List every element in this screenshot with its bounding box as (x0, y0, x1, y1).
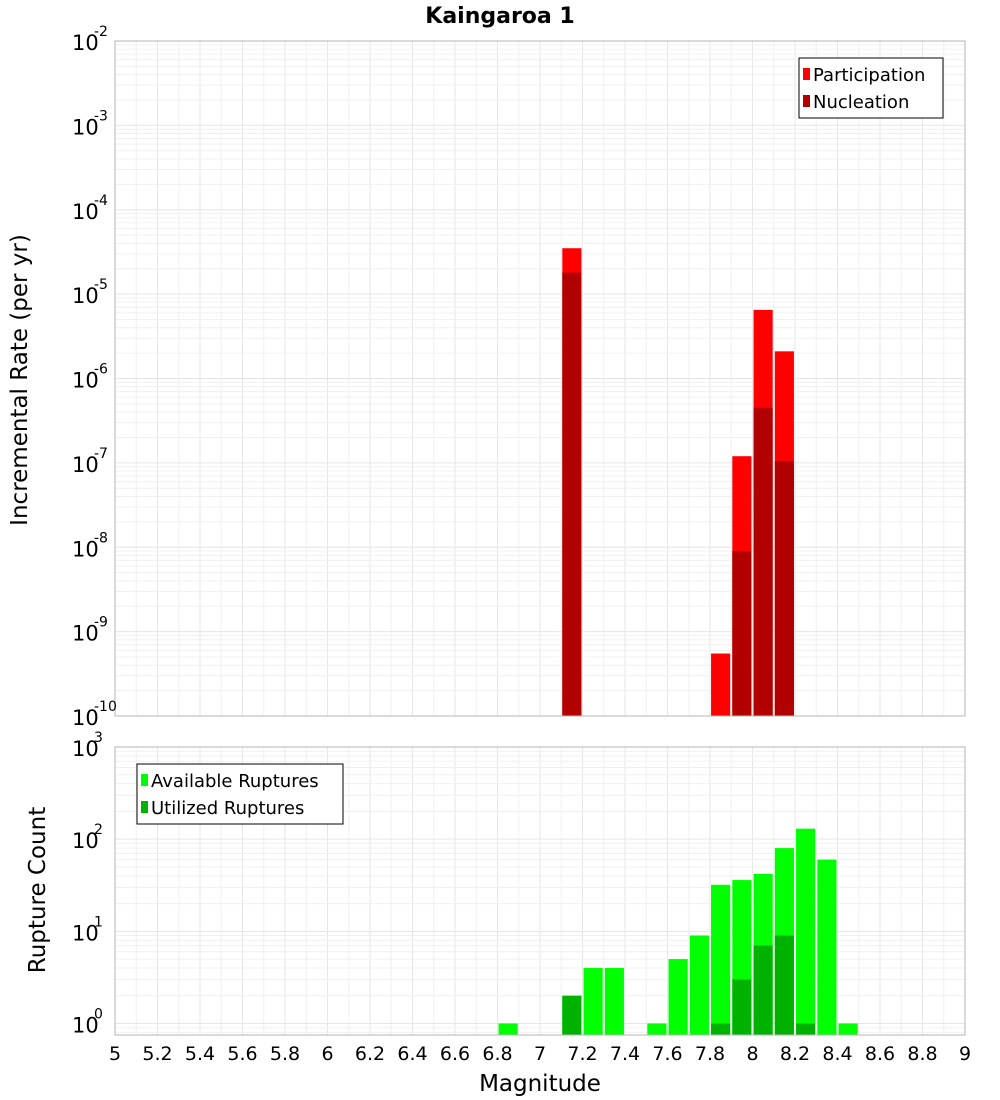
rate-y-tick-exponent: -4 (94, 193, 108, 209)
rate-y-tick-label: 10 (72, 200, 99, 224)
x-tick-label: 8.6 (865, 1043, 895, 1065)
x-tick-label: 5.2 (142, 1043, 172, 1065)
count-bar-series1 (668, 959, 688, 1035)
rate-y-tick-exponent: -2 (94, 24, 108, 40)
count-y-tick-exponent: 1 (94, 914, 103, 930)
count-plot-frame (114, 746, 966, 1036)
count-legend-label: Utilized Ruptures (151, 798, 304, 819)
count-bar-series2 (774, 935, 794, 1035)
x-tick-label: 5.4 (185, 1043, 215, 1065)
count-bar-series2 (753, 945, 773, 1035)
count-y-tick-label: 10 (72, 1013, 99, 1037)
x-tick-label: 5.8 (270, 1043, 300, 1065)
x-tick-label: 7.4 (610, 1043, 640, 1065)
x-tick-label: 6.4 (397, 1043, 427, 1065)
x-tick-label: 7.2 (567, 1043, 597, 1065)
count-bar-series1 (838, 1023, 858, 1035)
x-tick-label: 5 (109, 1043, 121, 1065)
x-tick-label: 8.4 (822, 1043, 852, 1065)
y-axis-title-count: Rupture Count (25, 807, 51, 973)
count-legend (136, 763, 344, 825)
rate-bar-series2 (732, 551, 752, 716)
rate-legend (798, 57, 944, 119)
count-bar-series2 (562, 995, 582, 1035)
rate-y-tick-label: 10 (72, 115, 99, 139)
rate-legend-swatch (803, 68, 810, 80)
rate-legend-swatch (803, 95, 810, 107)
rate-bar-series1 (711, 653, 731, 716)
x-tick-label: 8.2 (780, 1043, 810, 1065)
rate-y-tick-exponent: -9 (94, 615, 108, 631)
x-tick-label: 5.6 (227, 1043, 257, 1065)
count-bar-series1 (583, 967, 603, 1035)
count-bar-series2 (796, 1023, 816, 1035)
y-axis-title-rate: Incremental Rate (per yr) (7, 234, 33, 526)
rate-y-tick-label: 10 (72, 537, 99, 561)
rate-y-tick-exponent: -6 (94, 362, 108, 378)
count-legend-label: Available Ruptures (151, 771, 319, 792)
x-tick-label: 7.8 (695, 1043, 725, 1065)
count-y-tick-exponent: 0 (94, 1006, 103, 1022)
count-y-tick-label: 10 (72, 737, 99, 761)
count-bar-series1 (647, 1023, 667, 1035)
rate-y-tick-label: 10 (72, 622, 99, 646)
rate-plot: 10-1010-910-810-710-610-510-410-310-2Par… (72, 24, 966, 730)
count-bar-series1 (604, 967, 624, 1035)
rate-y-tick-exponent: -5 (94, 277, 108, 293)
x-tick-label: 8.8 (907, 1043, 937, 1065)
rate-bar-series2 (562, 272, 582, 716)
rate-y-tick-label: 10 (72, 31, 99, 55)
rate-y-tick-label: 10 (72, 706, 99, 730)
x-tick-label: 9 (959, 1043, 971, 1065)
count-bar-series1 (689, 935, 709, 1035)
count-bar-series1 (796, 828, 816, 1035)
count-y-tick-label: 10 (72, 921, 99, 945)
count-y-tick-exponent: 2 (94, 822, 103, 838)
count-bar-series1 (817, 859, 837, 1035)
count-bar-series1 (498, 1023, 518, 1035)
x-tick-label: 7.6 (652, 1043, 682, 1065)
x-tick-label: 8 (746, 1043, 758, 1065)
count-bar-series1 (711, 884, 731, 1035)
x-tick-label: 6.2 (355, 1043, 385, 1065)
rate-y-tick-exponent: -8 (94, 530, 108, 546)
rate-y-tick-exponent: -10 (94, 699, 117, 715)
x-tick-label: 6.8 (482, 1043, 512, 1065)
x-tick-label: 6.6 (440, 1043, 470, 1065)
count-y-tick-exponent: 3 (94, 730, 103, 746)
rate-legend-label: Nucleation (813, 92, 909, 113)
x-axis-title: Magnitude (479, 1071, 601, 1097)
x-tick-label: 6 (321, 1043, 333, 1065)
rate-y-tick-label: 10 (72, 369, 99, 393)
chart-title: Kaingaroa 1 (425, 4, 574, 29)
rate-y-tick-exponent: -7 (94, 446, 108, 462)
count-bar-series2 (711, 1023, 731, 1035)
rate-plot-frame (114, 40, 966, 717)
count-legend-swatch (141, 801, 148, 813)
count-y-tick-label: 10 (72, 829, 99, 853)
rate-y-tick-exponent: -3 (94, 108, 108, 124)
rate-bar-series2 (774, 461, 794, 716)
rate-legend-label: Participation (813, 65, 925, 86)
x-tick-label: 7 (534, 1043, 546, 1065)
rate-y-tick-label: 10 (72, 453, 99, 477)
rate-y-tick-label: 10 (72, 284, 99, 308)
count-bar-series2 (732, 979, 752, 1035)
count-legend-swatch (141, 774, 148, 786)
rate-bar-series2 (753, 407, 773, 716)
